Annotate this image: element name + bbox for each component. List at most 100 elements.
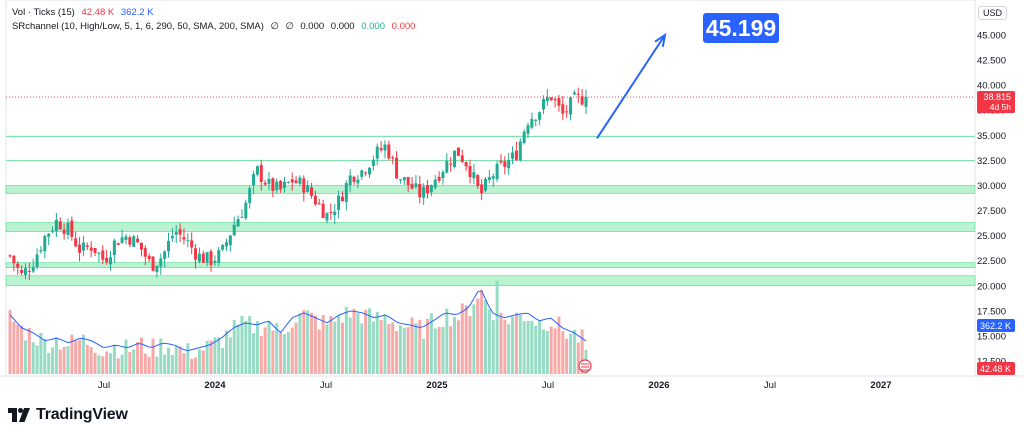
price-chart[interactable]: 45.19945.00042.50040.00037.50035.00032.5… — [0, 0, 1024, 400]
currency-button[interactable]: USD — [978, 6, 1008, 20]
candle-body — [584, 97, 588, 107]
candle-body — [290, 179, 294, 183]
candle-body — [159, 258, 163, 267]
support-zone — [5, 185, 976, 194]
price-tick-label: 15.000 — [977, 331, 1006, 342]
indicator-value-4: 0.000 — [391, 21, 416, 32]
candle-body — [8, 255, 12, 257]
volume-bar — [561, 331, 565, 374]
volume-bar — [317, 329, 321, 374]
time-tick-label: 2026 — [648, 380, 669, 391]
volume-bar — [557, 316, 561, 374]
volume-bar — [120, 354, 124, 374]
volume-bar — [109, 353, 113, 374]
volume-bar — [449, 326, 453, 374]
candle-body — [58, 221, 62, 230]
volume-average-badge: 362.2 K — [977, 319, 1015, 332]
volume-bar — [321, 315, 325, 374]
volume-bar — [483, 299, 487, 374]
last-price-countdown: 4d 5h — [990, 102, 1012, 112]
candle-body — [348, 175, 352, 186]
current-volume-badge: 42.48 K — [977, 362, 1015, 375]
volume-bar — [159, 338, 163, 374]
candle-body — [213, 260, 217, 263]
volume-bar — [402, 327, 406, 374]
volume-bar — [418, 319, 422, 374]
volume-bar — [453, 317, 457, 374]
volume-bar — [66, 346, 70, 374]
volume-bar — [178, 346, 182, 374]
candle-body — [35, 254, 39, 267]
volume-legend[interactable]: Vol · Ticks (15) 42.48 K 362.2 K — [12, 7, 158, 18]
candle-body — [429, 185, 433, 193]
candle-body — [538, 112, 542, 120]
indicator-value-1: 0.000 — [300, 21, 325, 32]
volume-bar — [511, 316, 515, 374]
candle-body — [483, 178, 487, 191]
candle-body — [495, 163, 499, 180]
volume-bar — [507, 324, 511, 374]
indicator-legend[interactable]: SRchannel (10, High/Low, 5, 1, 6, 290, 5… — [12, 21, 419, 32]
candle-body — [565, 111, 569, 113]
indicator-empty-symbol-2: ∅ — [285, 21, 294, 32]
target-label: 45.199 — [703, 13, 779, 43]
candle-body — [306, 185, 310, 192]
volume-bar — [352, 308, 356, 374]
volume-bar — [8, 310, 12, 374]
candle-body — [228, 235, 232, 246]
volume-bar — [433, 328, 437, 374]
volume-bar — [538, 319, 542, 374]
candle-body — [70, 220, 74, 237]
volume-bar — [201, 350, 205, 374]
candle-body — [12, 255, 16, 264]
candle-body — [275, 181, 279, 191]
candle-body — [402, 177, 406, 181]
candle-body — [93, 247, 97, 253]
candle-body — [321, 203, 325, 219]
volume-bar — [16, 324, 20, 374]
candle-body — [576, 93, 580, 95]
volume-bar — [78, 339, 82, 374]
candle-body — [39, 250, 43, 252]
projection-arrowhead — [654, 32, 667, 47]
candle-body — [418, 183, 422, 198]
chart-canvas[interactable]: 45.19945.00042.50040.00037.50035.00032.5… — [0, 0, 1024, 400]
candle-body — [445, 160, 449, 173]
candle-body — [97, 252, 101, 254]
volume-bar — [170, 354, 174, 374]
candle-body — [387, 144, 391, 159]
candle-body — [252, 174, 256, 186]
volume-bar — [491, 320, 495, 374]
volume-bar — [147, 356, 151, 374]
volume-bar — [209, 340, 213, 374]
candle-body — [553, 99, 557, 101]
volume-bar — [279, 332, 283, 374]
volume-bar — [514, 312, 518, 374]
candle-body — [186, 240, 190, 242]
candle-body — [298, 177, 302, 184]
current-volume-badge-text: 42.48 K — [980, 364, 1011, 374]
volume-bar — [522, 321, 526, 374]
volume-bar — [333, 321, 337, 374]
volume-bar — [155, 356, 159, 374]
time-tick-label: 2027 — [870, 380, 891, 391]
candle-body — [101, 250, 105, 260]
candle-body — [286, 181, 290, 183]
volume-bar — [228, 337, 232, 374]
volume-bar — [267, 321, 271, 374]
candle-body — [248, 188, 252, 203]
candle-body — [518, 141, 522, 161]
volume-average-line — [9, 290, 587, 352]
candle-body — [364, 172, 368, 174]
volume-bar — [255, 320, 259, 374]
volume-bar — [375, 311, 379, 374]
candle-body — [476, 175, 480, 186]
candle-body — [572, 92, 576, 95]
candle-body — [23, 268, 27, 276]
volume-bar — [572, 329, 576, 374]
candle-body — [31, 267, 35, 272]
volume-bar — [495, 280, 499, 374]
candle-body — [209, 251, 213, 266]
candle-body — [325, 213, 329, 221]
candle-body — [151, 256, 155, 271]
